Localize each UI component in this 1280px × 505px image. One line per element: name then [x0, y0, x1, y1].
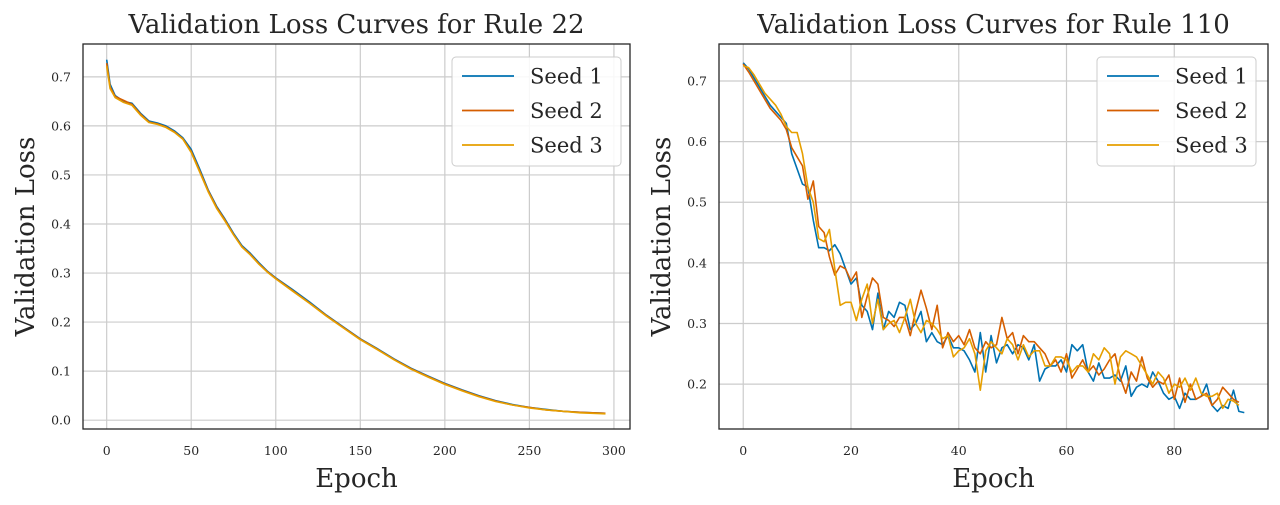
- legend-label: Seed 2: [1175, 99, 1248, 123]
- chart-title: Validation Loss Curves for Rule 22: [127, 10, 584, 40]
- chart-1: 0 50 100 150 200 250 300 0.0 0.1 0.2 0.3 0.4 0.5 0.6 0…: [11, 10, 631, 494]
- y-tick-label: 0.2: [51, 315, 71, 330]
- legend-label: Seed 1: [530, 65, 603, 89]
- x-axis-label: Epoch: [315, 464, 398, 494]
- series-line-seed-2: [742, 63, 1240, 407]
- y-tick-label: 0.4: [687, 255, 707, 270]
- y-axis-label: Validation Loss: [647, 137, 677, 338]
- y-tick-label: 0.2: [687, 377, 707, 392]
- legend-label: Seed 3: [1175, 134, 1248, 158]
- series-line-seed-3: [742, 65, 1240, 410]
- x-tick-label: 60: [1059, 443, 1075, 458]
- x-tick-label: 250: [517, 443, 541, 458]
- y-tick-label: 0.7: [51, 69, 71, 84]
- y-tick-label: 0.5: [687, 195, 707, 210]
- legend-label: Seed 2: [530, 99, 603, 123]
- x-tick-label: 50: [183, 443, 199, 458]
- chart-title: Validation Loss Curves for Rule 110: [756, 10, 1230, 40]
- y-tick-label: 0.3: [687, 316, 707, 331]
- x-tick-label: 40: [951, 443, 967, 458]
- y-tick-label: 0.6: [51, 118, 71, 133]
- x-axis-label: Epoch: [952, 464, 1035, 494]
- legend-box: [451, 56, 622, 167]
- series-line-seed-1: [742, 62, 1245, 414]
- plot-frame: [82, 43, 631, 430]
- y-axis-label: Validation Loss: [11, 137, 41, 338]
- x-tick-label: 0: [739, 443, 747, 458]
- y-tick-label: 0.1: [51, 364, 71, 379]
- y-tick-label: 0.4: [51, 216, 71, 231]
- x-tick-label: 150: [348, 443, 372, 458]
- x-tick-label: 80: [1166, 443, 1182, 458]
- x-tick-label: 0: [103, 443, 111, 458]
- x-tick-label: 100: [264, 443, 288, 458]
- y-tick-label: 0.0: [51, 413, 71, 428]
- legend-box: [1096, 56, 1257, 167]
- legend: Seed 1 Seed 2 Seed 3: [451, 56, 622, 167]
- y-tick-label: 0.5: [51, 167, 71, 182]
- x-tick-label: 200: [433, 443, 457, 458]
- legend-label: Seed 3: [530, 134, 603, 158]
- chart-2: 0 20 40 60 80 0.2 0.3 0.4 0.5 0.6 0.7 Validation Lo…: [647, 10, 1269, 494]
- plot-frame: [718, 43, 1269, 430]
- y-tick-label: 0.6: [687, 134, 707, 149]
- x-tick-label: 20: [843, 443, 859, 458]
- y-tick-label: 0.7: [687, 73, 707, 88]
- x-tick-label: 300: [602, 443, 626, 458]
- legend: Seed 1 Seed 2 Seed 3: [1096, 56, 1257, 167]
- legend-label: Seed 1: [1175, 65, 1248, 89]
- y-tick-label: 0.3: [51, 266, 71, 281]
- series-line-seed-3: [105, 65, 606, 415]
